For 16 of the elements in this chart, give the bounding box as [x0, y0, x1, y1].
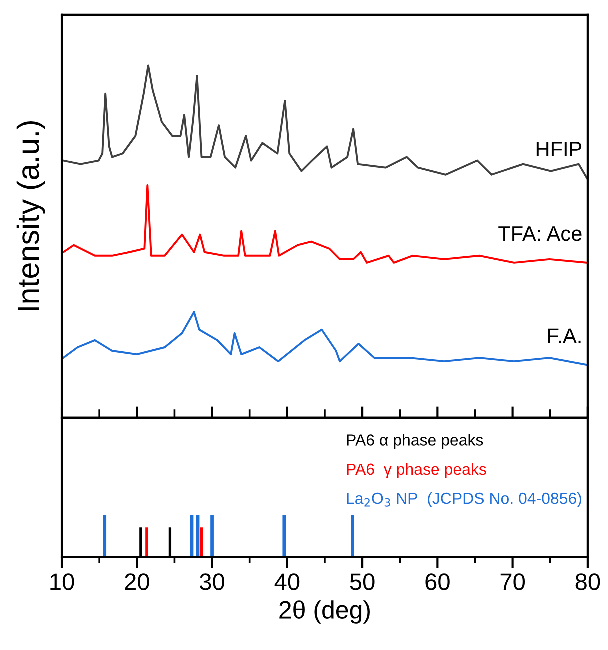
text: PA6 γ phase peaks: [347, 463, 486, 478]
x-axis-title: 2θ (deg): [280, 600, 370, 624]
x-tick-label: 70: [500, 574, 526, 590]
series-label: TFA: Ace: [498, 226, 582, 242]
y-axis-title: Intensity (a.u.): [16, 122, 46, 310]
x-tick-label: 10: [50, 574, 74, 590]
series-label: F.A.: [548, 328, 581, 344]
x-tick-label: 30: [200, 574, 224, 590]
x-tick-label: 20: [125, 574, 150, 590]
text: PA6 α phase peaks: [347, 434, 484, 450]
series-label: HFIP: [536, 142, 582, 156]
x-tick-label: 60: [426, 574, 450, 590]
x-tick-label: 40: [274, 574, 300, 590]
x-tick-label: 50: [350, 574, 375, 590]
x-tick-label: 80: [576, 574, 600, 590]
series-label: La$_{2}$O$_{3}$ NP (JCPDS No. 04-0856): [347, 492, 582, 508]
